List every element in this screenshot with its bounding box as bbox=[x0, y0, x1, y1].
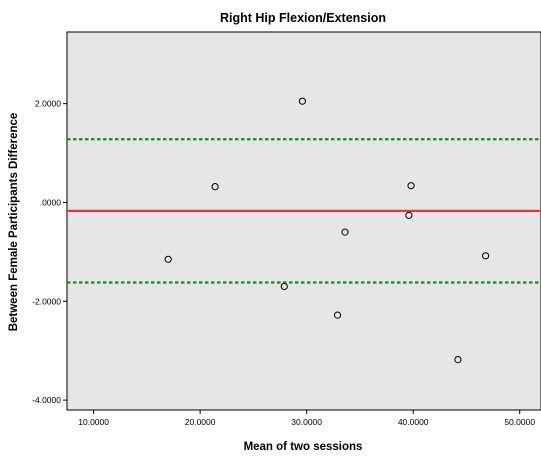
x-axis: 10.0000 20.0000 30.0000 40.0000 50.0000 bbox=[78, 410, 535, 427]
reference-lines bbox=[67, 138, 541, 284]
data-point-6 bbox=[405, 211, 413, 219]
data-point-1 bbox=[211, 183, 219, 191]
y-tick-label-3: -4.0000 bbox=[32, 395, 61, 405]
x-tick-label-3: 40.0000 bbox=[398, 417, 429, 427]
y-axis: 2.0000 .0000 -2.0000 -4.0000 bbox=[32, 99, 67, 405]
data-point-8 bbox=[454, 356, 462, 364]
x-tick-label-2: 30.0000 bbox=[291, 417, 322, 427]
y-axis-title: Between Female Participants Difference bbox=[8, 113, 20, 332]
data-point-9 bbox=[482, 252, 490, 260]
data-point-4 bbox=[333, 311, 342, 319]
data-point-5 bbox=[341, 228, 349, 236]
x-tick-label-1: 20.0000 bbox=[185, 417, 216, 427]
y-tick-label-0: 2.0000 bbox=[35, 99, 61, 109]
x-axis-title: Mean of two sessions bbox=[244, 441, 363, 453]
data-point-0 bbox=[164, 255, 172, 263]
data-point-2 bbox=[280, 282, 288, 291]
x-tick-label-0: 10.0000 bbox=[78, 417, 109, 427]
chart-title: Right Hip Flexion/Extension bbox=[220, 11, 386, 25]
x-tick-label-4: 50.0000 bbox=[504, 417, 535, 427]
data-point-7 bbox=[407, 182, 415, 190]
plot-area bbox=[66, 31, 541, 411]
data-points bbox=[164, 97, 490, 364]
y-tick-label-2: -2.0000 bbox=[32, 296, 61, 306]
data-point-3 bbox=[298, 97, 307, 105]
y-tick-label-1: .0000 bbox=[40, 197, 62, 207]
